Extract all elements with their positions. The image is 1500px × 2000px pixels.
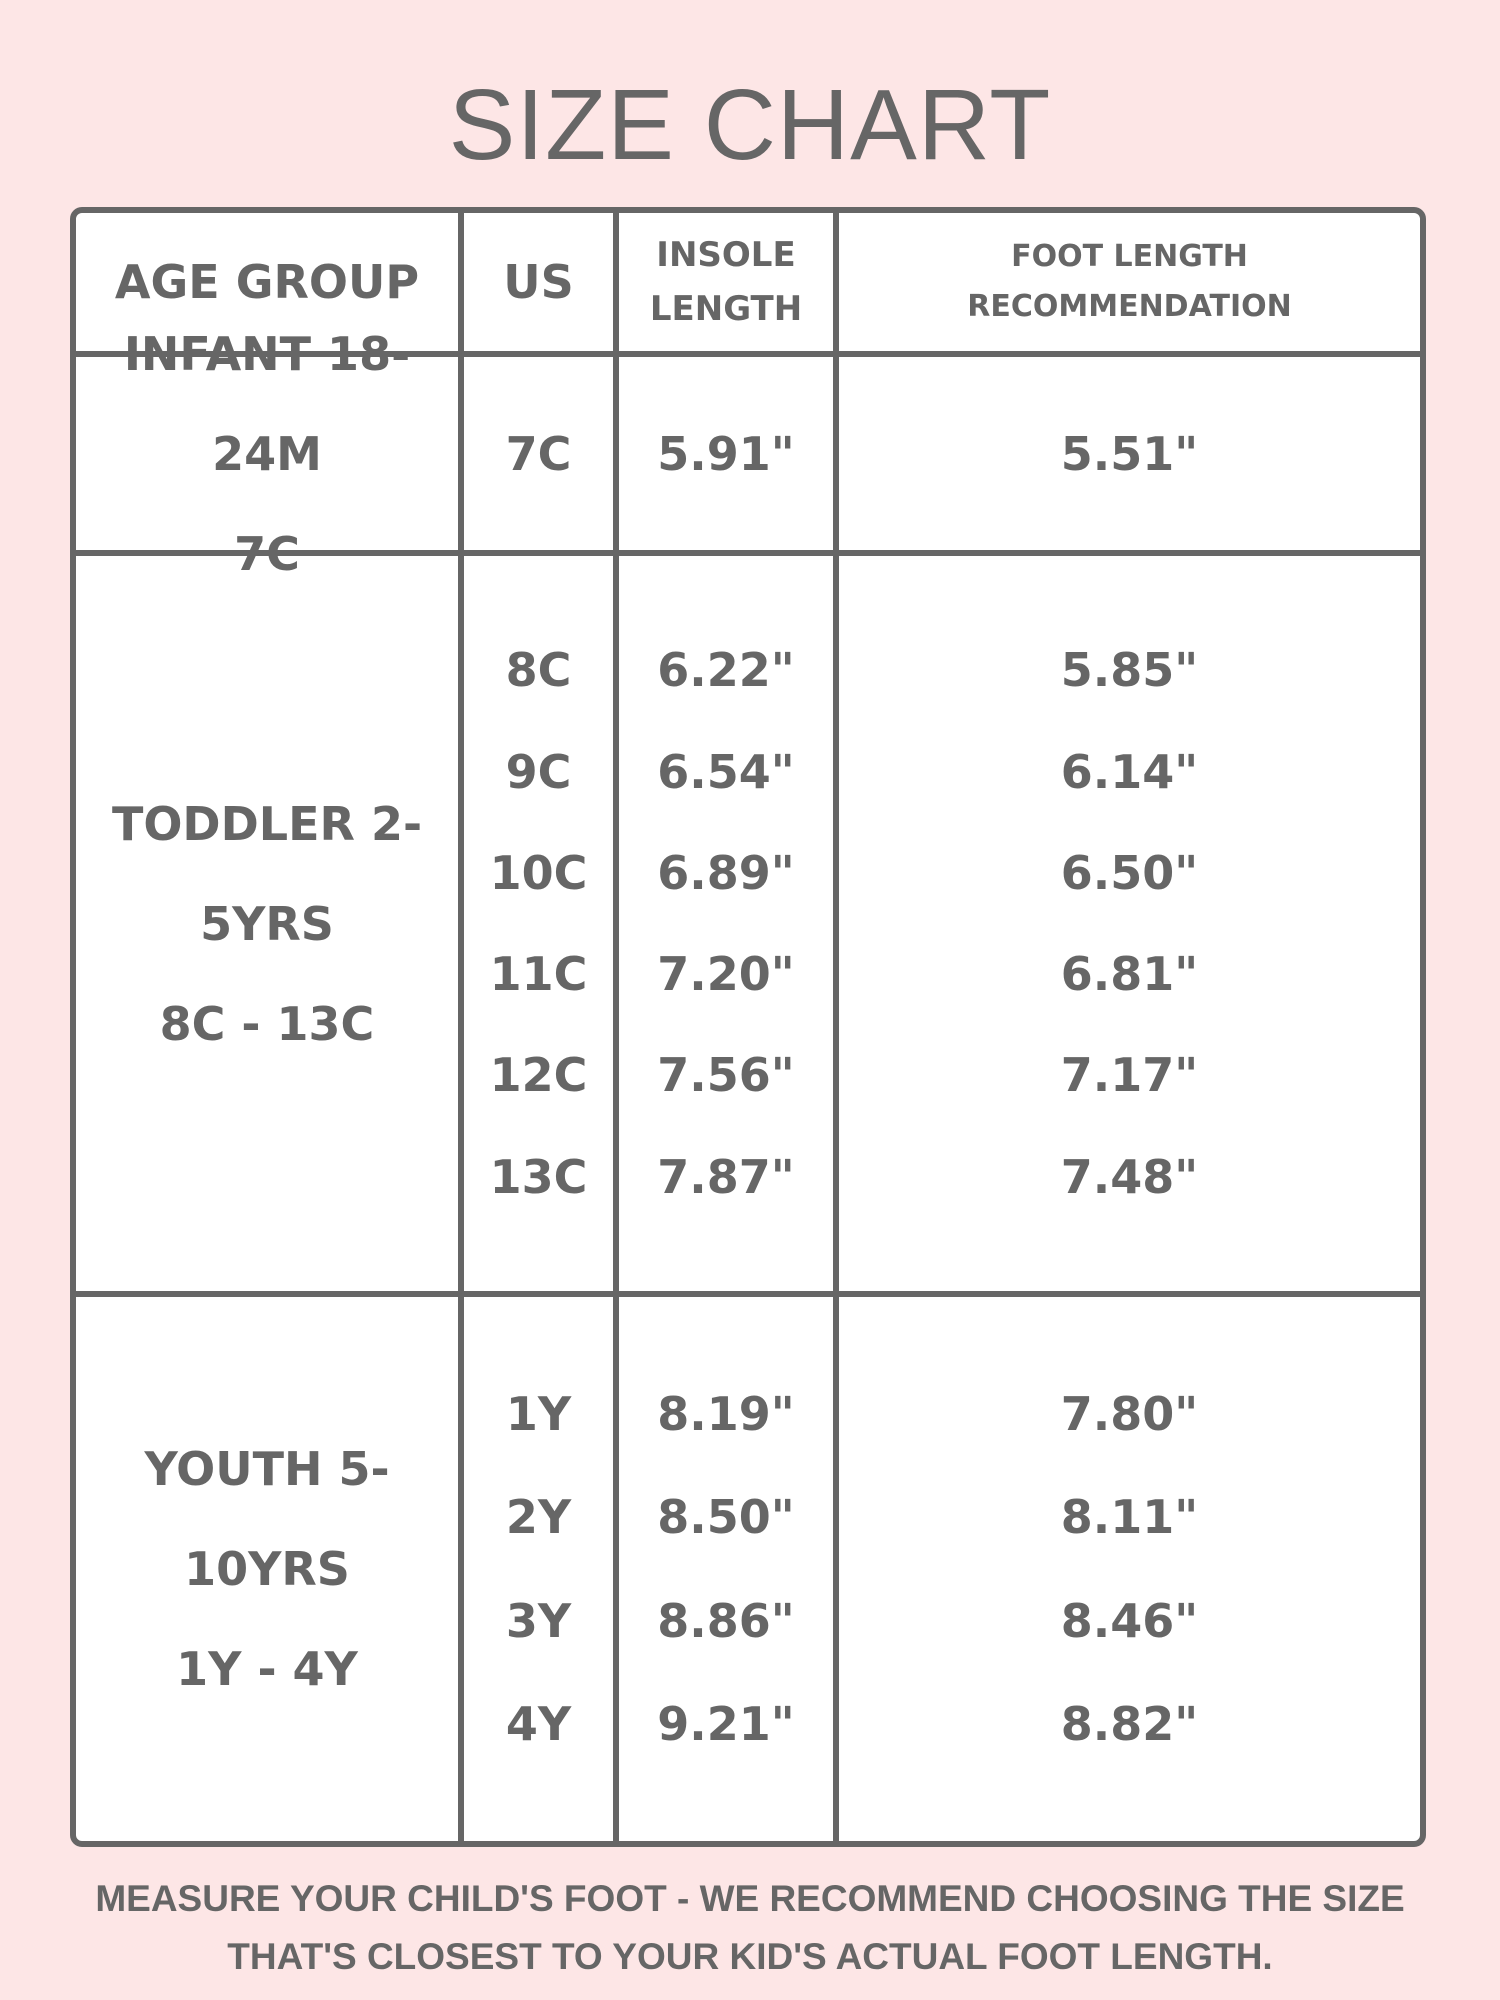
foot-value: 7.17" [1060,1048,1199,1103]
header-foot-length: FOOT LENGTH RECOMMENDATION [839,213,1420,351]
foot-column-cell: 7.80" 8.11" 8.46" 8.82" [839,1297,1420,1841]
foot-column-cell: 5.85" 6.14" 6.50" 6.81" 7.17" 7.48" [839,556,1420,1291]
header-insole-line1: INSOLE [656,235,796,275]
insole-value: 7.56" [657,1048,795,1103]
us-value: 11C [489,947,588,1002]
us-value: 3Y [505,1593,572,1648]
insole-value: 9.21" [657,1697,795,1752]
foot-value: 6.81" [1060,947,1199,1002]
foot-value: 5.85" [1060,643,1199,698]
row-divider [76,351,1420,357]
age-group-name: YOUTH 5-10YRS [144,1442,390,1596]
insole-value: 7.20" [657,947,795,1002]
us-value: 4Y [505,1697,572,1752]
age-group-name: INFANT 18-24M [123,326,411,481]
size-table: AGE GROUP US INSOLE LENGTH FOOT LENGTH R… [70,207,1426,1847]
header-us: US [503,255,574,309]
insole-value: 6.22" [657,643,795,698]
us-column-cell: 7C [464,357,613,550]
foot-value: 7.48" [1060,1149,1199,1204]
insole-value: 8.86" [657,1593,795,1648]
footer-line-1: MEASURE YOUR CHILD'S FOOT - WE RECOMMEND… [95,1878,1405,1919]
row-divider [76,1291,1420,1297]
insole-value: 8.19" [657,1386,795,1441]
us-value: 2Y [505,1490,572,1545]
age-group-name: TODDLER 2-5YRS [111,796,423,951]
us-value: 7C [505,426,572,481]
footer-note: MEASURE YOUR CHILD'S FOOT - WE RECOMMEND… [0,1870,1500,1986]
us-value: 10C [489,845,588,900]
insole-value: 6.54" [657,744,795,799]
insole-column-cell: 8.19" 8.50" 8.86" 9.21" [619,1297,833,1841]
us-column-cell: 1Y 2Y 3Y 4Y [464,1297,613,1841]
header-insole-length: INSOLE LENGTH [619,213,833,351]
foot-value: 6.14" [1060,744,1199,799]
age-group-cell: INFANT 18-24M 7C [76,327,458,581]
us-column-cell: 8C 9C 10C 11C 12C 13C [464,556,613,1291]
age-group-range: 8C - 13C [159,996,375,1051]
insole-value: 6.89" [657,845,795,900]
foot-value: 8.11" [1060,1490,1199,1545]
foot-value: 8.46" [1060,1593,1199,1648]
column-divider [458,213,464,1841]
foot-value: 6.50" [1060,845,1199,900]
column-divider [613,213,619,1841]
age-group-range: 1Y - 4Y [176,1642,358,1696]
us-value: 8C [505,643,572,698]
header-age-group: AGE GROUP [114,255,420,309]
header-foot-line1: FOOT LENGTH [1011,239,1248,274]
column-divider [833,213,839,1841]
us-value: 1Y [505,1386,572,1441]
header-foot-line2: RECOMMENDATION [967,289,1292,324]
insole-column-cell: 5.91" [619,357,833,550]
age-group-cell: YOUTH 5-10YRS 1Y - 4Y [76,1297,458,1841]
foot-value: 8.82" [1060,1697,1199,1752]
row-divider [76,550,1420,556]
foot-column-cell: 5.51" [839,357,1420,550]
us-value: 13C [489,1149,588,1204]
header-insole-line2: LENGTH [649,289,803,329]
age-group-range: 7C [234,526,300,581]
insole-value: 5.91" [657,426,795,481]
foot-value: 7.80" [1060,1386,1199,1441]
us-value: 12C [489,1048,588,1103]
footer-line-2: THAT'S CLOSEST TO YOUR KID'S ACTUAL FOOT… [227,1936,1273,1977]
insole-value: 8.50" [657,1490,795,1545]
age-group-cell: TODDLER 2-5YRS 8C - 13C [76,556,458,1291]
insole-column-cell: 6.22" 6.54" 6.89" 7.20" 7.56" 7.87" [619,556,833,1291]
us-value: 9C [505,744,572,799]
insole-value: 7.87" [657,1149,795,1204]
page-title: SIZE CHART [448,69,1052,181]
foot-value: 5.51" [1060,426,1199,481]
